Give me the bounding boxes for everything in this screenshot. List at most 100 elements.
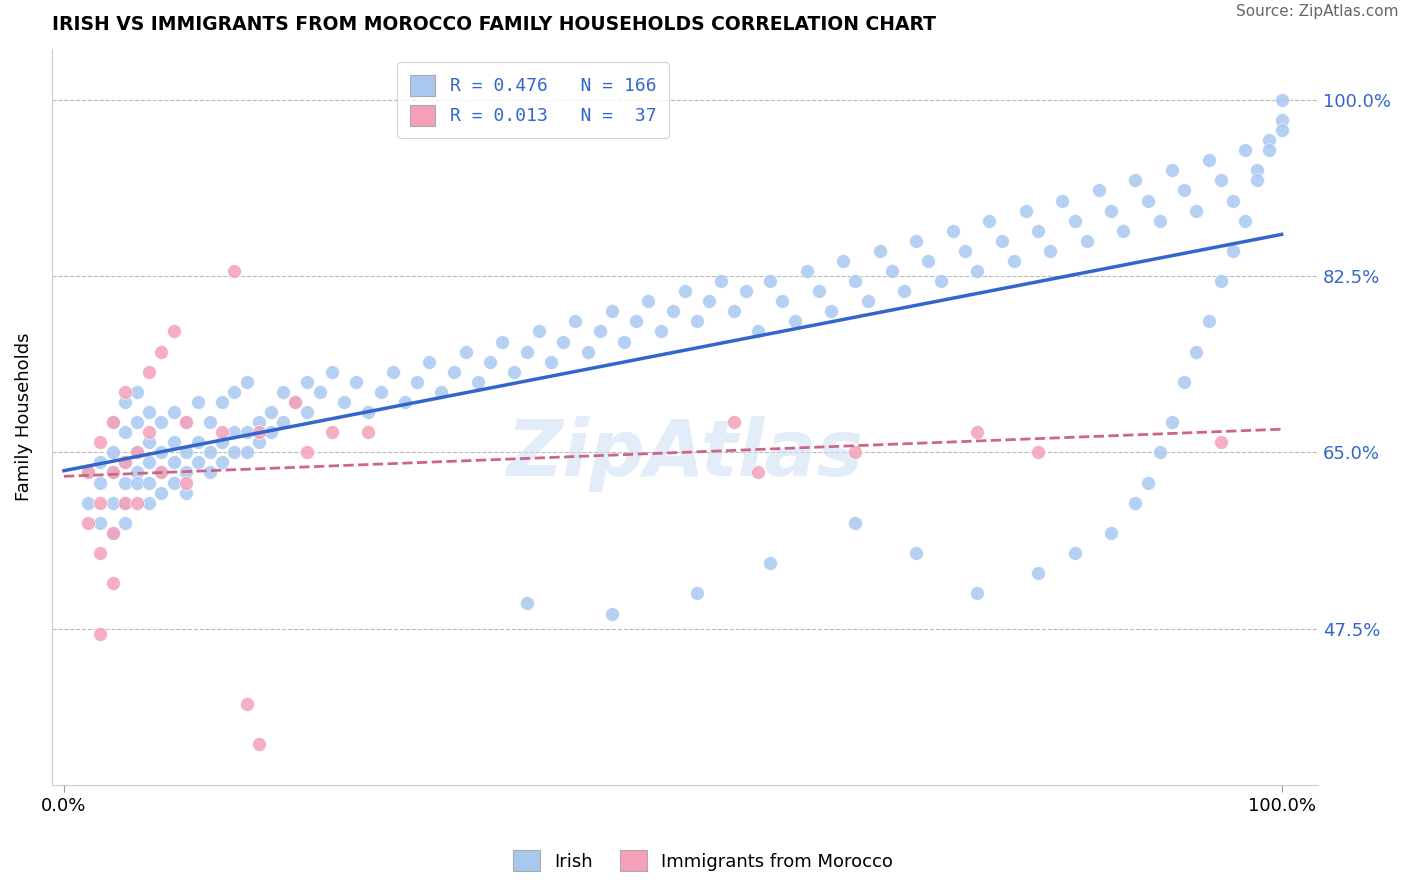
Point xyxy=(224,445,246,459)
Point xyxy=(235,445,257,459)
Point xyxy=(198,445,221,459)
Point xyxy=(247,425,270,440)
Point xyxy=(589,325,612,339)
Point xyxy=(1002,254,1025,268)
Point xyxy=(260,405,283,419)
Point xyxy=(138,365,160,379)
Point xyxy=(235,697,257,711)
Point xyxy=(101,466,124,480)
Point xyxy=(297,405,319,419)
Point xyxy=(917,254,939,268)
Point xyxy=(101,466,124,480)
Text: ZipAtlas: ZipAtlas xyxy=(506,416,863,491)
Point xyxy=(1258,143,1281,157)
Point xyxy=(1076,234,1098,248)
Point xyxy=(284,395,307,409)
Point xyxy=(697,294,720,309)
Point xyxy=(479,354,502,368)
Point xyxy=(89,626,111,640)
Point xyxy=(844,445,866,459)
Point xyxy=(211,435,233,450)
Point xyxy=(101,415,124,429)
Point xyxy=(1088,184,1111,198)
Point xyxy=(211,455,233,469)
Point xyxy=(467,375,489,389)
Point xyxy=(247,738,270,752)
Point xyxy=(224,384,246,399)
Point xyxy=(101,415,124,429)
Point xyxy=(990,234,1012,248)
Point xyxy=(1209,435,1232,450)
Point xyxy=(832,254,855,268)
Point xyxy=(966,586,988,600)
Point xyxy=(162,435,184,450)
Point xyxy=(747,325,769,339)
Point xyxy=(807,284,830,298)
Point xyxy=(89,516,111,530)
Point xyxy=(150,485,173,500)
Point xyxy=(260,425,283,440)
Point xyxy=(1099,203,1122,218)
Point xyxy=(869,244,891,258)
Point xyxy=(406,375,429,389)
Point xyxy=(114,395,136,409)
Point xyxy=(1099,525,1122,540)
Point xyxy=(138,405,160,419)
Point xyxy=(491,334,513,349)
Point xyxy=(613,334,636,349)
Point xyxy=(125,466,148,480)
Point xyxy=(162,405,184,419)
Point xyxy=(1185,203,1208,218)
Point xyxy=(1234,213,1257,227)
Point xyxy=(321,365,343,379)
Point xyxy=(101,445,124,459)
Point xyxy=(174,466,197,480)
Point xyxy=(138,455,160,469)
Point xyxy=(150,415,173,429)
Point xyxy=(1026,445,1049,459)
Point xyxy=(198,466,221,480)
Point xyxy=(174,445,197,459)
Text: Source: ZipAtlas.com: Source: ZipAtlas.com xyxy=(1236,4,1399,20)
Point xyxy=(187,435,209,450)
Point xyxy=(187,395,209,409)
Point xyxy=(1125,173,1147,187)
Point xyxy=(333,395,356,409)
Point xyxy=(747,466,769,480)
Point xyxy=(89,496,111,510)
Point xyxy=(929,274,952,288)
Legend: Irish, Immigrants from Morocco: Irish, Immigrants from Morocco xyxy=(506,843,900,879)
Point xyxy=(114,384,136,399)
Point xyxy=(150,344,173,359)
Point xyxy=(1271,93,1294,107)
Point xyxy=(1015,203,1038,218)
Point xyxy=(114,516,136,530)
Point xyxy=(114,496,136,510)
Point xyxy=(1136,475,1159,490)
Point xyxy=(162,475,184,490)
Point xyxy=(211,425,233,440)
Point xyxy=(174,415,197,429)
Point xyxy=(224,425,246,440)
Point xyxy=(125,445,148,459)
Point xyxy=(454,344,477,359)
Point xyxy=(1258,133,1281,147)
Point xyxy=(1173,375,1195,389)
Point xyxy=(1209,274,1232,288)
Point xyxy=(235,375,257,389)
Point xyxy=(1052,194,1074,208)
Point xyxy=(297,375,319,389)
Point xyxy=(673,284,696,298)
Point xyxy=(1136,194,1159,208)
Point xyxy=(503,365,526,379)
Point xyxy=(370,384,392,399)
Point xyxy=(966,264,988,278)
Point xyxy=(650,325,672,339)
Point xyxy=(759,556,782,570)
Point xyxy=(89,455,111,469)
Point xyxy=(540,354,562,368)
Point xyxy=(796,264,818,278)
Point xyxy=(564,314,586,328)
Point xyxy=(1161,415,1184,429)
Point xyxy=(600,607,623,621)
